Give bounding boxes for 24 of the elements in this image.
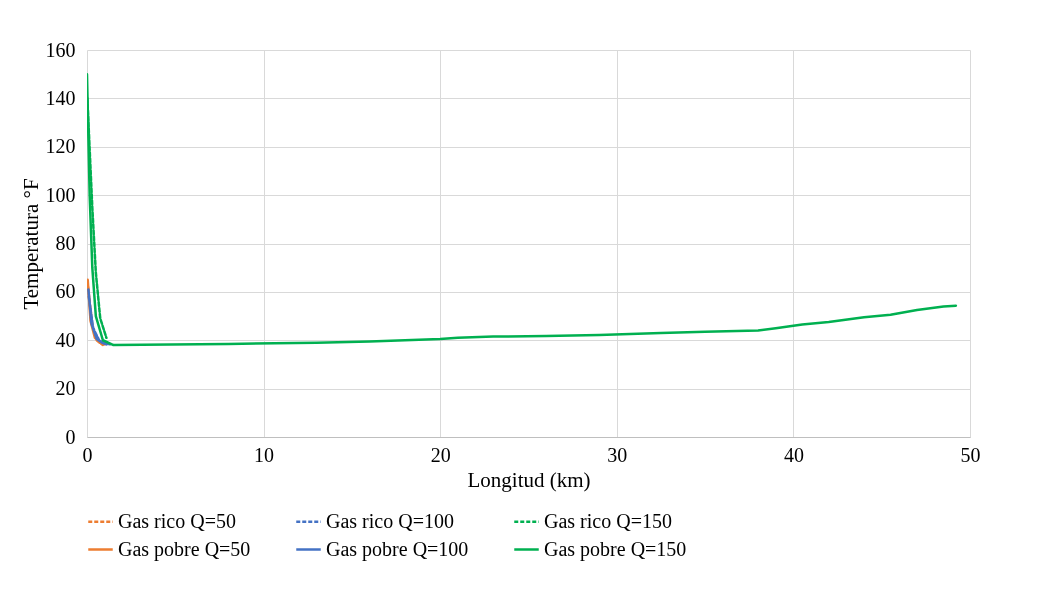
legend-label: Gas pobre Q=150: [544, 537, 687, 561]
x-tick-label: 40: [783, 443, 804, 466]
x-tick-label: 50: [960, 443, 981, 466]
y-tick-label: 0: [65, 425, 76, 448]
x-axis-title: Longitud (km): [467, 467, 591, 492]
y-tick-label: 60: [55, 280, 76, 303]
y-tick-label: 40: [55, 328, 76, 351]
legend-label: Gas rico Q=150: [544, 509, 672, 532]
y-tick-label: 100: [45, 183, 76, 206]
legend-label: Gas rico Q=50: [118, 509, 236, 532]
legend-label: Gas pobre Q=100: [326, 537, 469, 561]
y-tick-label: 120: [45, 135, 76, 158]
y-tick-label: 140: [45, 86, 76, 109]
x-tick-label: 30: [607, 443, 628, 466]
y-tick-label: 80: [55, 232, 76, 254]
y-axis-title: Temperatura °F: [18, 178, 43, 310]
x-tick-label: 0: [82, 443, 93, 466]
legend-label: Gas rico Q=100: [326, 509, 454, 532]
line-series: [87, 72, 958, 347]
y-tick-label: 160: [45, 38, 76, 61]
legend-label: Gas pobre Q=50: [118, 537, 251, 561]
y-tick-label: 20: [55, 377, 76, 400]
x-tick-label: 20: [430, 443, 451, 466]
x-tick-label: 10: [254, 443, 275, 466]
